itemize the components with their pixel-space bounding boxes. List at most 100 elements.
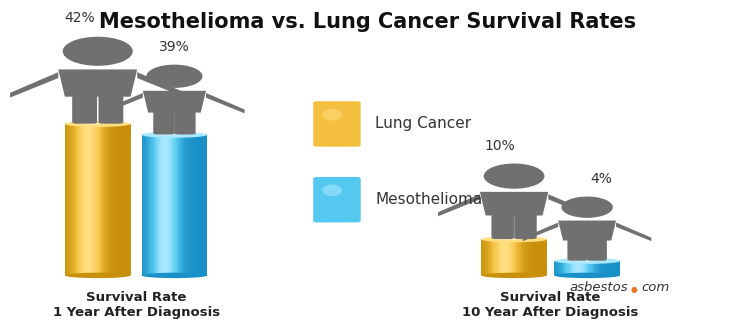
Polygon shape [611, 261, 612, 275]
Polygon shape [179, 135, 180, 275]
Polygon shape [562, 261, 563, 275]
Polygon shape [597, 261, 598, 275]
Polygon shape [515, 239, 516, 275]
FancyBboxPatch shape [314, 177, 361, 222]
Polygon shape [617, 261, 618, 275]
Polygon shape [111, 124, 112, 275]
Polygon shape [525, 239, 526, 275]
Polygon shape [83, 124, 85, 275]
Polygon shape [98, 124, 99, 275]
Polygon shape [110, 124, 111, 275]
Polygon shape [166, 135, 167, 275]
Polygon shape [618, 261, 619, 275]
Polygon shape [554, 261, 556, 275]
Ellipse shape [567, 260, 594, 262]
Polygon shape [206, 93, 244, 113]
Polygon shape [71, 124, 73, 275]
Polygon shape [588, 261, 590, 275]
Polygon shape [75, 124, 76, 275]
Polygon shape [171, 135, 172, 275]
Ellipse shape [322, 184, 342, 196]
Polygon shape [158, 135, 159, 275]
Polygon shape [157, 135, 158, 275]
Polygon shape [565, 261, 566, 275]
FancyBboxPatch shape [174, 111, 196, 134]
Polygon shape [563, 261, 564, 275]
Polygon shape [619, 261, 620, 275]
Polygon shape [576, 261, 577, 275]
Polygon shape [500, 239, 501, 275]
Polygon shape [177, 135, 179, 275]
Polygon shape [508, 239, 509, 275]
Polygon shape [587, 261, 588, 275]
Polygon shape [192, 135, 193, 275]
Polygon shape [93, 124, 94, 275]
Polygon shape [143, 91, 206, 113]
Polygon shape [191, 135, 192, 275]
Polygon shape [184, 135, 185, 275]
Polygon shape [609, 261, 610, 275]
Polygon shape [514, 239, 515, 275]
Polygon shape [188, 135, 190, 275]
Polygon shape [606, 261, 607, 275]
Polygon shape [570, 261, 572, 275]
Polygon shape [529, 239, 531, 275]
Polygon shape [150, 135, 152, 275]
Polygon shape [155, 135, 156, 275]
Polygon shape [498, 239, 499, 275]
Polygon shape [484, 239, 486, 275]
Text: Survival Rate
1 Year After Diagnosis: Survival Rate 1 Year After Diagnosis [52, 291, 219, 318]
FancyBboxPatch shape [99, 95, 124, 124]
Polygon shape [610, 261, 611, 275]
Polygon shape [58, 69, 137, 97]
Polygon shape [599, 261, 601, 275]
Polygon shape [501, 239, 502, 275]
Polygon shape [185, 135, 186, 275]
Polygon shape [67, 124, 68, 275]
Polygon shape [548, 194, 590, 216]
Polygon shape [201, 135, 202, 275]
Polygon shape [145, 135, 146, 275]
Polygon shape [118, 124, 120, 275]
Polygon shape [491, 239, 492, 275]
Polygon shape [546, 239, 547, 275]
Polygon shape [531, 239, 533, 275]
Polygon shape [601, 261, 603, 275]
Polygon shape [202, 135, 203, 275]
Polygon shape [168, 135, 169, 275]
Polygon shape [170, 135, 171, 275]
Polygon shape [566, 261, 567, 275]
Polygon shape [141, 135, 143, 275]
Polygon shape [99, 124, 100, 275]
FancyBboxPatch shape [567, 239, 587, 261]
Polygon shape [88, 124, 89, 275]
Polygon shape [143, 135, 144, 275]
Polygon shape [527, 239, 528, 275]
Polygon shape [125, 124, 126, 275]
Polygon shape [574, 261, 575, 275]
Polygon shape [506, 239, 508, 275]
Polygon shape [524, 239, 525, 275]
Polygon shape [120, 124, 121, 275]
Polygon shape [197, 135, 199, 275]
Polygon shape [615, 261, 617, 275]
Polygon shape [608, 261, 609, 275]
Polygon shape [193, 135, 194, 275]
Polygon shape [80, 124, 81, 275]
Polygon shape [180, 135, 181, 275]
Polygon shape [77, 124, 78, 275]
Polygon shape [486, 239, 488, 275]
Ellipse shape [481, 273, 547, 278]
Polygon shape [105, 124, 107, 275]
Text: Lung Cancer: Lung Cancer [375, 116, 472, 132]
Polygon shape [561, 261, 562, 275]
Polygon shape [190, 135, 191, 275]
Ellipse shape [554, 273, 620, 278]
Polygon shape [516, 239, 517, 275]
Polygon shape [517, 239, 518, 275]
Polygon shape [112, 124, 113, 275]
Polygon shape [586, 261, 587, 275]
Polygon shape [537, 239, 538, 275]
Polygon shape [592, 261, 594, 275]
Polygon shape [92, 124, 93, 275]
